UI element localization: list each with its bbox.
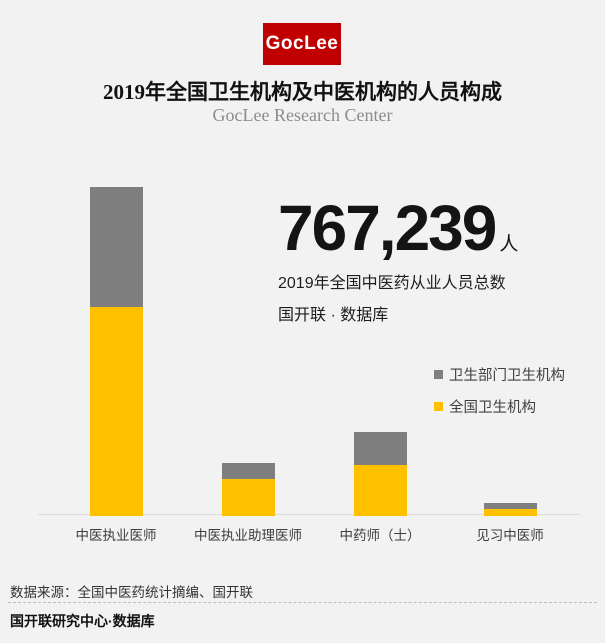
bar-column [483, 503, 537, 516]
legend-label: 全国卫生机构 [449, 400, 536, 416]
x-axis-label: 中医执业助理医师 [194, 528, 302, 543]
x-axis-label: 中医执业医师 [75, 528, 157, 543]
goclee-logo: GocLee [263, 23, 341, 65]
data-source-note: 数据来源：全国中医药统计摘编、国开联 [10, 585, 253, 600]
bar-column [353, 432, 407, 516]
headline-stat-main: 767,239 人 [278, 196, 598, 260]
chart-legend: 卫生部门卫生机构 全国卫生机构 [434, 364, 565, 428]
goclee-logo-text: GocLee [265, 33, 339, 54]
legend-swatch-icon [434, 370, 443, 379]
bar-column [221, 462, 275, 516]
bar-segment [353, 432, 407, 465]
headline-stat: 767,239 人 2019年全国中医药从业人员总数 国开联 · 数据库 [278, 196, 598, 325]
chart-subtitle: GocLee Research Center [212, 105, 393, 125]
bar-segment [89, 306, 143, 516]
x-axis-label: 中药师（士） [339, 528, 421, 543]
headline-stat-value: 767,239 [278, 192, 497, 264]
legend-swatch-icon [434, 402, 443, 411]
headline-stat-unit: 人 [499, 234, 519, 255]
bar-segment [353, 465, 407, 516]
footer-credit: 国开联研究中心·数据库 [10, 613, 155, 629]
headline-stat-source: 国开联 · 数据库 [278, 307, 389, 324]
legend-label: 卫生部门卫生机构 [449, 368, 565, 384]
headline-stat-description: 2019年全国中医药从业人员总数 [278, 275, 506, 292]
bar-segment [483, 509, 537, 516]
x-axis-line [38, 514, 580, 515]
bar-segment [89, 187, 143, 307]
bar-column [89, 187, 143, 516]
bar-segment [483, 503, 537, 510]
bar-segment [221, 479, 275, 516]
legend-item: 全国卫生机构 [434, 396, 565, 417]
footer-divider [8, 602, 597, 603]
legend-item: 卫生部门卫生机构 [434, 364, 565, 385]
chart-title: 2019年全国卫生机构及中医机构的人员构成 [103, 80, 502, 104]
x-axis-label: 见习中医师 [476, 528, 544, 543]
bar-segment [221, 462, 275, 480]
